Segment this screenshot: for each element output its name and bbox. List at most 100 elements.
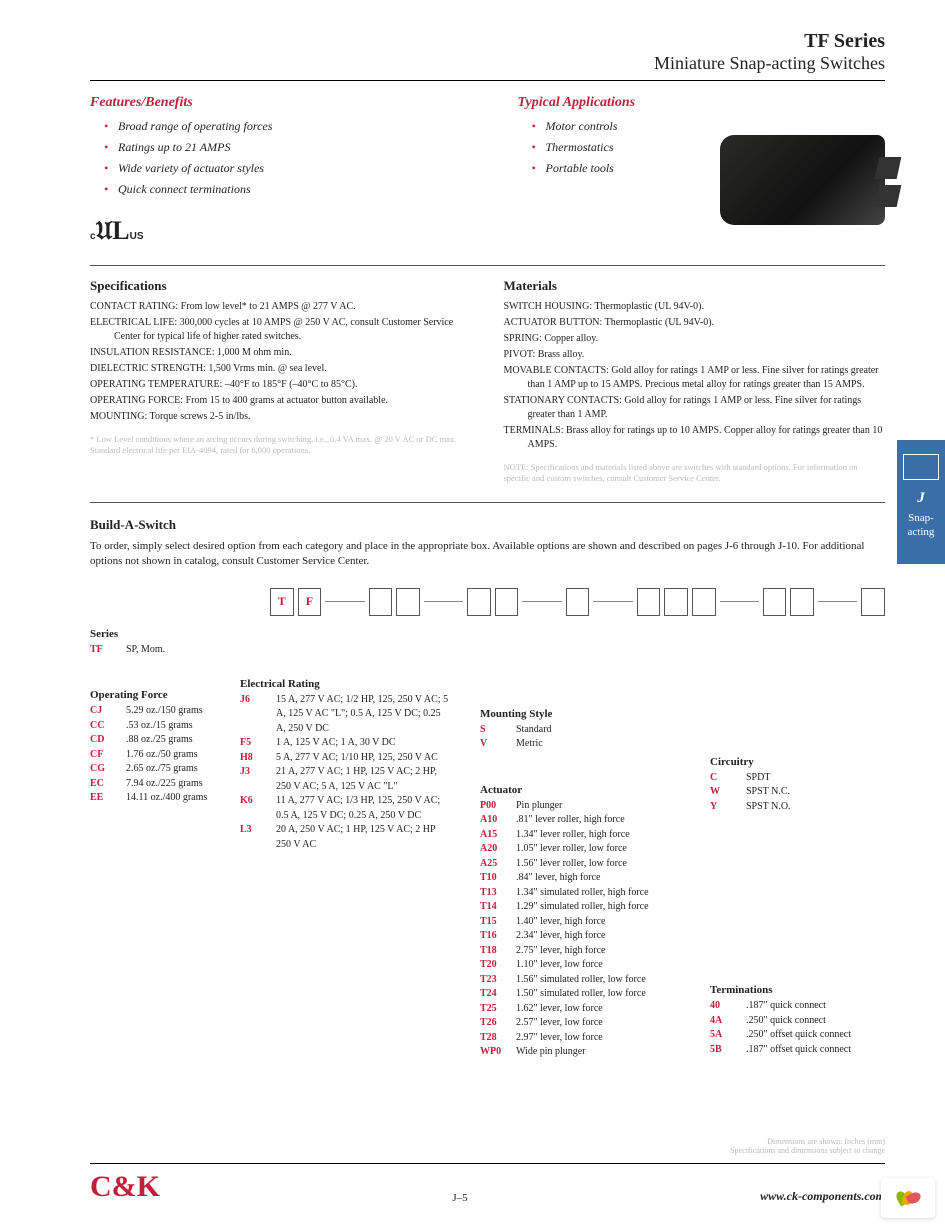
- option-desc: Standard: [516, 723, 680, 738]
- option-row: T15 1.40" lever, high force: [480, 915, 680, 930]
- circuitry-options: Circuitry CSPDTWSPST N.C.YSPST N.O.: [710, 756, 870, 815]
- list-item: Quick connect terminations: [104, 182, 458, 197]
- box-circuitry[interactable]: [861, 588, 885, 616]
- option-desc: Metric: [516, 737, 680, 752]
- force-options: Operating Force CJ5.29 oz./150 gramsCC.5…: [90, 689, 210, 806]
- option-desc: 1.76 oz./50 grams: [126, 748, 210, 763]
- box-rating-2[interactable]: [495, 588, 519, 616]
- option-row: TFSP, Mom.: [90, 643, 210, 658]
- option-row: WP0 Wide pin plunger: [480, 1045, 680, 1060]
- option-code: Y: [710, 800, 738, 815]
- option-desc: 7.94 oz./225 grams: [126, 777, 210, 792]
- option-code: T14: [480, 900, 508, 915]
- option-desc: 2.34" lever, high force: [516, 929, 680, 944]
- option-code: L3: [240, 823, 268, 852]
- specs-footnote: * Low Level conditions where an arcing o…: [90, 434, 472, 456]
- option-row: J615 A, 277 V AC; 1/2 HP, 125, 250 V AC;…: [240, 693, 450, 737]
- box-act-3[interactable]: [692, 588, 716, 616]
- option-code: CG: [90, 762, 118, 777]
- option-desc: 15 A, 277 V AC; 1/2 HP, 125, 250 V AC; 5…: [276, 693, 450, 737]
- option-code: J3: [240, 765, 268, 794]
- option-code: P00: [480, 799, 508, 814]
- viewer-badge[interactable]: [881, 1178, 935, 1218]
- option-code: A10: [480, 813, 508, 828]
- option-code: EC: [90, 777, 118, 792]
- option-row: T131.34" simulated roller, high force: [480, 886, 680, 901]
- option-code: WP0: [480, 1045, 508, 1060]
- option-desc: Wide pin plunger: [516, 1045, 680, 1060]
- option-row: C SPDT: [710, 771, 870, 786]
- option-row: J321 A, 277 V AC; 1 HP, 125 V AC; 2 HP, …: [240, 765, 450, 794]
- option-code: W: [710, 785, 738, 800]
- option-desc: .53 oz./15 grams: [126, 719, 210, 734]
- option-row: SStandard: [480, 723, 680, 738]
- option-desc: 1.56" lever roller, low force: [516, 857, 680, 872]
- option-desc: 20 A, 250 V AC; 1 HP, 125 V AC; 2 HP 250…: [276, 823, 450, 852]
- box-rating-1[interactable]: [467, 588, 491, 616]
- option-row: A15 1.34" lever roller, high force: [480, 828, 680, 843]
- part-number-boxes: T F: [270, 588, 885, 616]
- spec-line: INSULATION RESISTANCE: 1,000 M ohm min.: [90, 346, 472, 360]
- materials-heading: Materials: [504, 278, 886, 294]
- option-row: EC 7.94 oz./225 grams: [90, 777, 210, 792]
- box-mounting[interactable]: [566, 588, 590, 616]
- option-code: CF: [90, 748, 118, 763]
- series-options: Series TFSP, Mom.: [90, 628, 210, 658]
- option-row: T251.62" lever, low force: [480, 1002, 680, 1017]
- option-desc: 5 A, 277 V AC; 1/10 HP, 125, 250 V AC: [276, 751, 450, 766]
- box-term-2[interactable]: [790, 588, 814, 616]
- box-force-1[interactable]: [369, 588, 393, 616]
- option-desc: .88 oz./25 grams: [126, 733, 210, 748]
- option-desc: SPDT: [746, 771, 870, 786]
- option-row: P00Pin plunger: [480, 799, 680, 814]
- spec-line: CONTACT RATING: From low level* to 21 AM…: [90, 300, 472, 314]
- footer-url[interactable]: www.ck-components.com: [760, 1189, 885, 1204]
- option-desc: 2.75" lever, high force: [516, 944, 680, 959]
- spec-line: TERMINALS: Brass alloy for ratings up to…: [504, 424, 886, 452]
- option-desc: 14.11 oz./400 grams: [126, 791, 210, 806]
- option-code: C: [710, 771, 738, 786]
- option-code: H8: [240, 751, 268, 766]
- option-desc: .187" quick connect: [746, 999, 870, 1014]
- option-row: 5B.187" offset quick connect: [710, 1043, 870, 1058]
- ul-cert-mark: c𝔘LUS: [90, 215, 458, 247]
- option-code: A15: [480, 828, 508, 843]
- build-heading: Build-A-Switch: [90, 517, 885, 533]
- option-desc: 1.34" lever roller, high force: [516, 828, 680, 843]
- option-desc: SPST N.C.: [746, 785, 870, 800]
- option-code: TF: [90, 643, 118, 658]
- option-code: T15: [480, 915, 508, 930]
- option-desc: 2.65 oz./75 grams: [126, 762, 210, 777]
- option-desc: .81" lever roller, high force: [516, 813, 680, 828]
- box-act-1[interactable]: [637, 588, 661, 616]
- option-code: T26: [480, 1016, 508, 1031]
- option-code: T13: [480, 886, 508, 901]
- box-act-2[interactable]: [664, 588, 688, 616]
- option-row: CF 1.76 oz./50 grams: [90, 748, 210, 763]
- option-row: 5A.250" offset quick connect: [710, 1028, 870, 1043]
- product-image: [720, 135, 885, 225]
- option-row: T282.97" lever, low force: [480, 1031, 680, 1046]
- spec-line: SWITCH HOUSING: Thermoplastic (UL 94V-0)…: [504, 300, 886, 314]
- page-number: J–5: [452, 1192, 467, 1204]
- option-desc: 1 A, 125 V AC; 1 A, 30 V DC: [276, 736, 450, 751]
- page-subtitle: Miniature Snap-acting Switches: [90, 53, 885, 74]
- option-row: T16 2.34" lever, high force: [480, 929, 680, 944]
- option-code: 4A: [710, 1014, 738, 1029]
- option-desc: .250" offset quick connect: [746, 1028, 870, 1043]
- list-item: Wide variety of actuator styles: [104, 161, 458, 176]
- spec-line: DIELECTRIC STRENGTH: 1,500 Vrms min. @ s…: [90, 362, 472, 376]
- switch-icon: [903, 454, 939, 480]
- spec-line: OPERATING FORCE: From 15 to 400 grams at…: [90, 394, 472, 408]
- box-term-1[interactable]: [763, 588, 787, 616]
- materials-footnote: NOTE: Specifications and materials liste…: [504, 462, 886, 484]
- box-force-2[interactable]: [396, 588, 420, 616]
- option-code: F5: [240, 736, 268, 751]
- option-code: T16: [480, 929, 508, 944]
- option-desc: 11 A, 277 V AC; 1/3 HP, 125, 250 V AC; 0…: [276, 794, 450, 823]
- option-code: T18: [480, 944, 508, 959]
- option-desc: 1.40" lever, high force: [516, 915, 680, 930]
- page-footer: Dimensions are shown: Inches (mm) Specif…: [90, 1167, 885, 1204]
- option-row: CJ5.29 oz./150 grams: [90, 704, 210, 719]
- option-code: K6: [240, 794, 268, 823]
